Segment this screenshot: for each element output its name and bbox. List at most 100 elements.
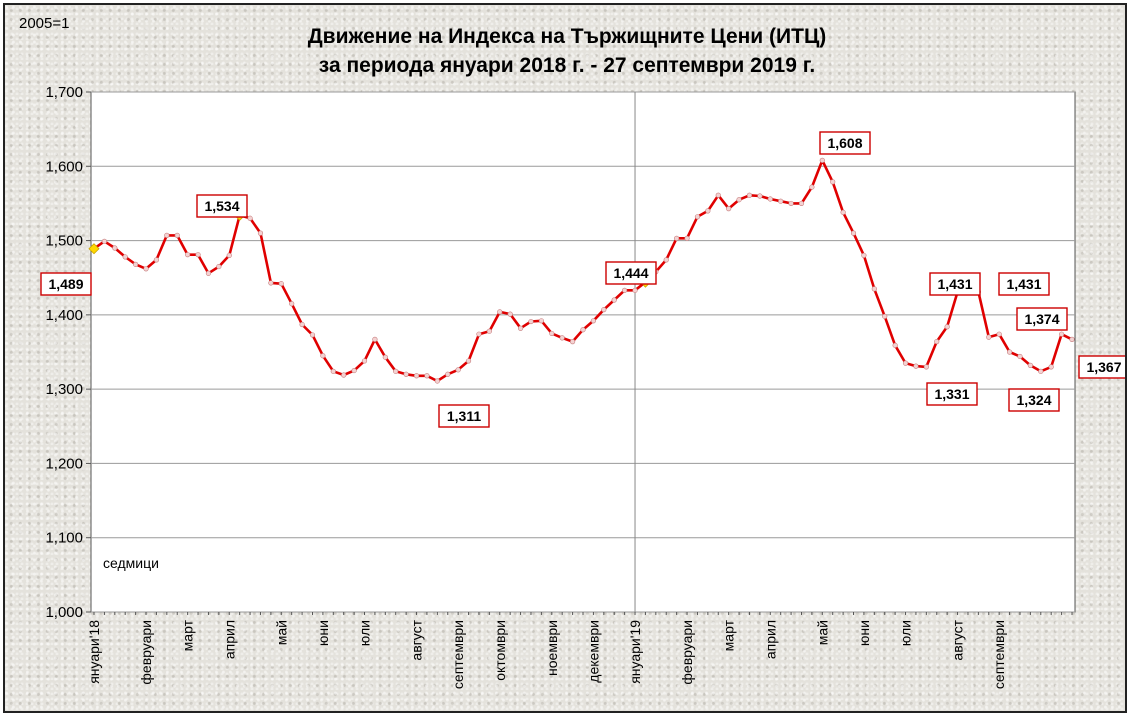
x-month-label: юли [357, 620, 373, 646]
data-point [1038, 368, 1044, 374]
data-point [694, 214, 701, 220]
data-label-box [1078, 355, 1125, 379]
data-point [122, 254, 128, 260]
x-month-label: юни [315, 620, 331, 646]
data-point [902, 360, 909, 366]
y-tick-label: 1,000 [45, 604, 83, 621]
data-label: 1,311 [447, 408, 481, 424]
y-tick-label: 1,500 [45, 233, 83, 250]
data-label-box [929, 272, 981, 296]
data-point [476, 331, 482, 337]
data-point [986, 334, 992, 340]
data-point [746, 192, 753, 198]
data-point [330, 368, 336, 374]
x-month-label: февруари [138, 620, 154, 685]
data-point [923, 364, 929, 370]
data-point [632, 287, 638, 293]
data-label: 1,367 [1086, 359, 1121, 375]
y-tick-label: 1,100 [45, 530, 83, 547]
data-point [507, 311, 513, 317]
x-month-label: май [814, 620, 830, 645]
data-point [1006, 349, 1013, 355]
data-point [1048, 364, 1054, 370]
data-point [226, 252, 232, 259]
data-point [715, 192, 721, 198]
data-point [517, 325, 524, 331]
data-point [153, 257, 160, 263]
data-point [382, 354, 388, 360]
x-month-label: септември [450, 620, 466, 689]
chart-frame: 2005=1 Движение на Индекса на Тържищните… [3, 3, 1127, 713]
data-point [871, 286, 877, 292]
data-point [216, 263, 222, 270]
data-point [112, 245, 118, 251]
data-point [736, 197, 742, 203]
data-point [705, 208, 711, 214]
data-point [403, 371, 409, 377]
data-point [320, 353, 326, 359]
data-point [299, 321, 305, 328]
data-point [944, 324, 950, 330]
chart-title: Движение на Индекса на Тържищните Цени (… [307, 25, 827, 48]
y-tick-label: 1,300 [45, 381, 83, 398]
data-point [934, 339, 940, 345]
data-point [101, 238, 108, 244]
data-point [465, 358, 472, 364]
data-point [268, 280, 274, 286]
data-label-box [998, 272, 1050, 296]
data-point [622, 287, 628, 293]
data-label: 1,489 [48, 276, 83, 292]
data-point [580, 327, 586, 333]
data-point [185, 252, 191, 258]
y-tick-label: 1,700 [45, 84, 83, 101]
line-chart: 1,000 1,100 1,200 1,300 1,400 1,500 1,600 1,700… [40, 84, 1125, 689]
data-point [569, 339, 576, 345]
data-point [174, 232, 180, 238]
x-month-label: август [950, 619, 966, 660]
chart-subtitle: за периода януари 2018 г. - 27 септември… [318, 54, 816, 77]
x-axis-title: седмици [103, 555, 159, 571]
y-tick-label: 1,200 [45, 455, 83, 472]
y-tick-label: 1,600 [45, 158, 83, 175]
data-point [559, 335, 565, 341]
data-label: 1,608 [827, 135, 862, 151]
data-point [996, 331, 1002, 337]
data-point [143, 266, 149, 272]
data-point [861, 252, 867, 259]
data-point [809, 184, 815, 190]
data-label-box [438, 404, 490, 428]
data-point [309, 332, 316, 338]
data-point [455, 367, 461, 373]
data-point [538, 318, 544, 324]
data-label: 1,431 [1006, 276, 1041, 292]
data-point [850, 230, 857, 236]
data-point [497, 309, 503, 315]
data-point [205, 270, 212, 276]
data-point [601, 307, 607, 313]
data-point [413, 373, 420, 379]
data-point [674, 235, 680, 241]
data-point [257, 230, 264, 236]
data-point [684, 235, 690, 241]
x-month-label: април [221, 620, 237, 659]
data-point [611, 297, 617, 303]
data-point [788, 200, 794, 207]
data-point [549, 330, 555, 337]
x-month-label: декември [585, 620, 601, 683]
base-year-note: 2005=1 [19, 15, 70, 32]
data-point [372, 336, 378, 342]
x-month-label: януари'18 [86, 620, 102, 684]
data-label-box [196, 194, 248, 218]
data-label: 1,331 [934, 386, 969, 402]
x-month-label: април [762, 620, 778, 659]
data-point [1027, 362, 1033, 368]
x-month-label: март [721, 619, 737, 651]
data-point [882, 313, 888, 319]
data-label: 1,431 [937, 276, 972, 292]
data-point [434, 378, 440, 384]
data-label-box [1016, 307, 1068, 331]
data-point [892, 342, 898, 348]
data-point [393, 368, 399, 374]
data-label-box [819, 131, 871, 155]
data-label-box [605, 261, 657, 285]
